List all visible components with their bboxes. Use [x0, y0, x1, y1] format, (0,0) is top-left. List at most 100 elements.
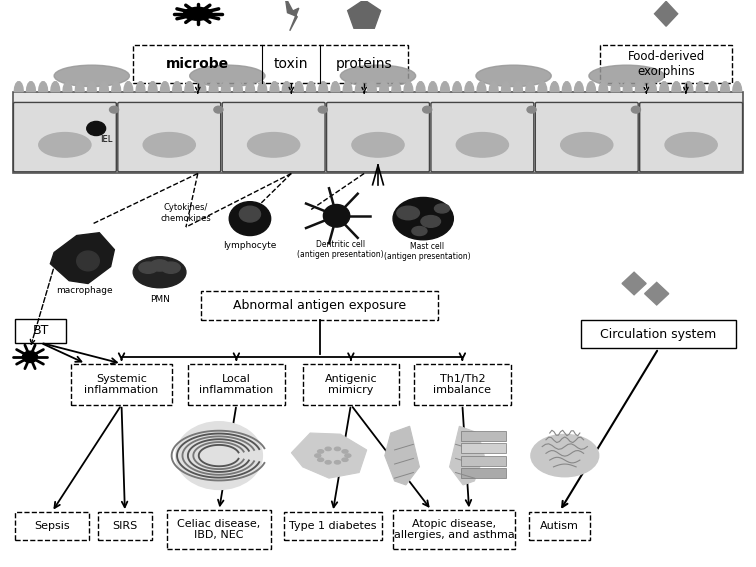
Text: IEL: IEL: [100, 136, 113, 144]
Polygon shape: [733, 82, 742, 92]
Polygon shape: [538, 82, 547, 92]
FancyBboxPatch shape: [581, 320, 736, 348]
Ellipse shape: [334, 460, 340, 464]
Polygon shape: [696, 82, 705, 92]
Polygon shape: [587, 82, 596, 92]
Polygon shape: [635, 82, 644, 92]
Polygon shape: [348, 0, 380, 28]
FancyBboxPatch shape: [133, 45, 408, 83]
Ellipse shape: [342, 450, 348, 453]
Ellipse shape: [133, 257, 186, 287]
Ellipse shape: [39, 133, 91, 157]
FancyBboxPatch shape: [640, 103, 742, 172]
Text: proteins: proteins: [336, 57, 392, 71]
Ellipse shape: [457, 133, 509, 157]
FancyBboxPatch shape: [461, 431, 506, 441]
Polygon shape: [575, 82, 584, 92]
FancyBboxPatch shape: [414, 364, 510, 405]
Ellipse shape: [139, 262, 158, 273]
FancyBboxPatch shape: [600, 45, 732, 83]
Polygon shape: [416, 82, 425, 92]
Polygon shape: [392, 82, 401, 92]
Polygon shape: [291, 433, 367, 478]
Ellipse shape: [325, 447, 331, 451]
Text: microbe: microbe: [166, 57, 229, 71]
Polygon shape: [14, 82, 23, 92]
Polygon shape: [429, 82, 437, 92]
FancyBboxPatch shape: [302, 364, 399, 405]
Text: Systemic
inflammation: Systemic inflammation: [85, 374, 159, 395]
Polygon shape: [26, 82, 36, 92]
Ellipse shape: [184, 7, 212, 20]
Polygon shape: [343, 82, 352, 92]
Ellipse shape: [110, 106, 119, 113]
Ellipse shape: [23, 351, 38, 362]
Polygon shape: [319, 82, 327, 92]
Ellipse shape: [318, 106, 327, 113]
Polygon shape: [684, 82, 693, 92]
FancyBboxPatch shape: [284, 512, 382, 540]
Ellipse shape: [342, 458, 348, 462]
Ellipse shape: [318, 458, 324, 462]
Polygon shape: [234, 82, 243, 92]
Polygon shape: [477, 82, 486, 92]
Ellipse shape: [665, 133, 717, 157]
Polygon shape: [550, 82, 559, 92]
FancyBboxPatch shape: [70, 364, 172, 405]
Ellipse shape: [421, 215, 441, 227]
FancyBboxPatch shape: [15, 512, 88, 540]
Text: macrophage: macrophage: [56, 286, 113, 295]
Text: Sepsis: Sepsis: [34, 521, 70, 531]
Polygon shape: [75, 82, 84, 92]
Text: Antigenic
mimicry: Antigenic mimicry: [324, 374, 377, 395]
Polygon shape: [513, 82, 522, 92]
Ellipse shape: [631, 106, 640, 113]
Text: BT: BT: [33, 324, 48, 337]
Polygon shape: [355, 82, 364, 92]
FancyBboxPatch shape: [461, 468, 506, 478]
Ellipse shape: [397, 206, 420, 220]
Ellipse shape: [150, 260, 169, 271]
FancyBboxPatch shape: [201, 291, 438, 320]
Text: PMN: PMN: [150, 295, 169, 304]
Ellipse shape: [531, 434, 599, 477]
Ellipse shape: [589, 65, 665, 87]
Text: Celiac disease,
IBD, NEC: Celiac disease, IBD, NEC: [178, 519, 261, 540]
Polygon shape: [647, 82, 656, 92]
Polygon shape: [136, 82, 145, 92]
Ellipse shape: [229, 202, 271, 235]
Text: Food-derived
exorphins: Food-derived exorphins: [627, 50, 705, 78]
Ellipse shape: [87, 121, 106, 136]
FancyBboxPatch shape: [13, 92, 743, 174]
Polygon shape: [380, 82, 389, 92]
Polygon shape: [51, 82, 60, 92]
Ellipse shape: [214, 106, 223, 113]
Polygon shape: [258, 82, 267, 92]
Ellipse shape: [412, 226, 427, 235]
Polygon shape: [385, 426, 420, 485]
Polygon shape: [441, 82, 450, 92]
Text: Atopic disease,
allergies, and asthma: Atopic disease, allergies, and asthma: [394, 519, 514, 540]
Polygon shape: [720, 82, 730, 92]
Polygon shape: [285, 0, 299, 31]
Ellipse shape: [143, 133, 195, 157]
Ellipse shape: [345, 454, 351, 457]
FancyBboxPatch shape: [461, 443, 506, 454]
Ellipse shape: [175, 422, 262, 489]
Polygon shape: [611, 82, 620, 92]
Text: Autism: Autism: [540, 521, 579, 531]
Polygon shape: [88, 82, 96, 92]
Ellipse shape: [435, 204, 450, 213]
Text: Mast cell
(antigen presentation): Mast cell (antigen presentation): [383, 242, 470, 261]
Ellipse shape: [247, 133, 299, 157]
Polygon shape: [172, 82, 181, 92]
Ellipse shape: [393, 197, 454, 240]
Ellipse shape: [240, 206, 261, 222]
Polygon shape: [672, 82, 681, 92]
Polygon shape: [562, 82, 572, 92]
Ellipse shape: [54, 65, 129, 87]
FancyBboxPatch shape: [98, 512, 152, 540]
Ellipse shape: [314, 454, 321, 457]
FancyBboxPatch shape: [528, 512, 590, 540]
Polygon shape: [404, 82, 413, 92]
